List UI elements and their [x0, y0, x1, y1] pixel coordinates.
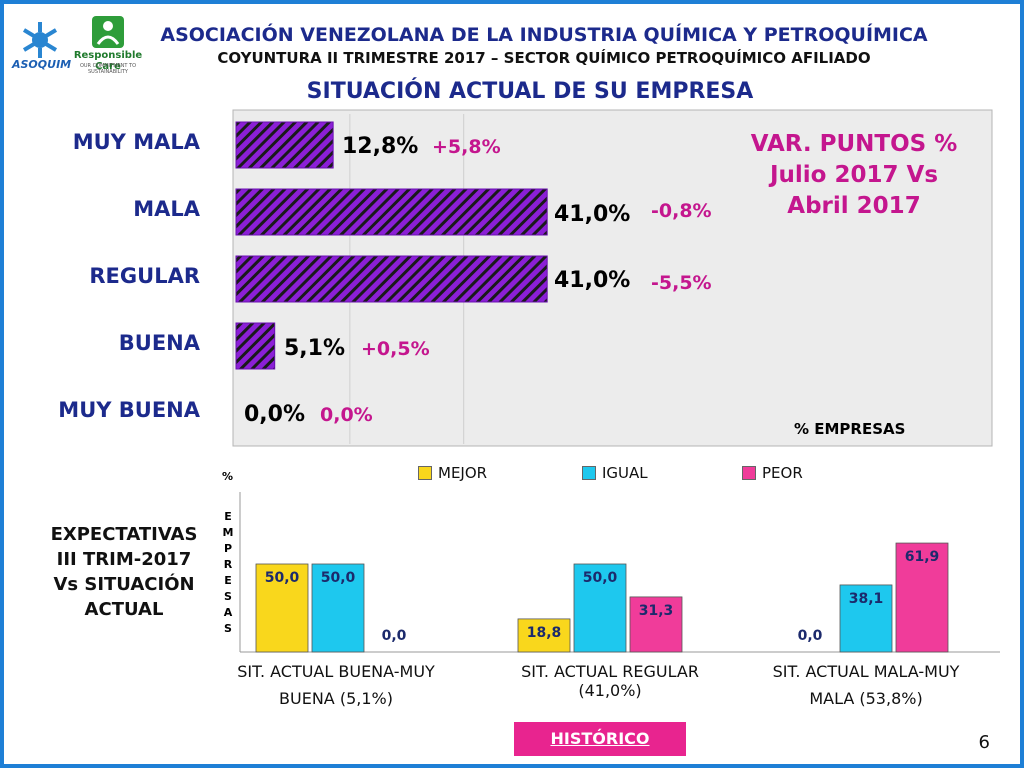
legend-label-peor: PEOR [762, 464, 803, 482]
legend-swatch-peor [742, 466, 756, 480]
variation-label-buena: +0,5% [361, 338, 430, 360]
group-label-mala: SIT. ACTUAL MALA-MUY MALA (53,8%) [746, 662, 986, 708]
bar-igual-group-1 [311, 563, 365, 653]
legend-swatch-mejor [418, 466, 432, 480]
legend-mejor: MEJOR [418, 464, 487, 482]
bar-peor-group-2 [629, 596, 683, 653]
data-label-igual-group-1: 50,0 [321, 570, 356, 586]
group-label-regular-line2: (41,0%) [578, 681, 642, 700]
bar-igual-group-2 [573, 563, 627, 653]
value-label-muy-buena: 0,0% [244, 402, 306, 427]
header-title: SITUACIÓN ACTUAL DE SU EMPRESA [306, 79, 754, 104]
variation-label-muy-buena: 0,0% [320, 404, 373, 426]
y-axis-empresas: EMPRESAS [222, 510, 234, 635]
header-organization: ASOCIACIÓN VENEZOLANA DE LA INDUSTRIA QU… [160, 24, 928, 46]
header-subtitle: COYUNTURA II TRIMESTRE 2017 – SECTOR QUÍ… [217, 49, 871, 67]
group-label-mala-line1: SIT. ACTUAL MALA-MUY [772, 662, 960, 681]
bar-mejor-group-2 [517, 618, 571, 653]
bar-mejor-group-1 [255, 563, 309, 653]
legend-label-mejor: MEJOR [438, 464, 488, 482]
value-label-muy-mala: 12,8% [342, 134, 419, 159]
legend-swatch-igual [582, 466, 596, 480]
variation-label-mala: -0,8% [651, 200, 712, 222]
expectativas-line2: III TRIM-2017 [56, 549, 192, 570]
responsible-care-icon [92, 16, 124, 48]
group-label-regular-line1: SIT. ACTUAL REGULAR [521, 662, 699, 681]
variation-note-line2: Julio 2017 Vs [769, 162, 939, 188]
asoquim-wordmark: ASOQUIM [12, 58, 72, 71]
bar-buena [235, 322, 276, 370]
expectativas-label: EXPECTATIVAS III TRIM-2017 Vs SITUACIÓN … [34, 522, 214, 622]
bar-igual-group-3 [839, 584, 893, 653]
responsible-care-tagline: OUR COMMITMENT TO SUSTAINABILITY [79, 63, 137, 75]
variation-note-line3: Abril 2017 [787, 193, 921, 219]
group-label-buena: SIT. ACTUAL BUENA-MUY BUENA (5,1%) [216, 662, 456, 708]
asoquim-logo: ASOQUIM [12, 20, 72, 76]
data-label-mejor-group-3: 0,0 [798, 628, 823, 644]
historico-button[interactable]: HISTÓRICO [514, 722, 686, 756]
category-label-muy-mala: MUY MALA [72, 130, 200, 154]
variation-note-line1: VAR. PUNTOS % [750, 131, 958, 157]
category-label-regular: REGULAR [89, 264, 200, 288]
variation-label-muy-mala: +5,8% [432, 136, 501, 158]
bar-muy-mala [235, 121, 334, 169]
legend-peor: PEOR [742, 464, 803, 482]
empresas-label: % EMPRESAS [794, 420, 906, 438]
data-label-mejor-group-2: 18,8 [527, 625, 562, 641]
group-label-regular: SIT. ACTUAL REGULAR (41,0%) [490, 662, 730, 700]
legend-label-igual: IGUAL [602, 464, 648, 482]
variation-label-regular: -5,5% [651, 272, 712, 294]
value-label-regular: 41,0% [554, 268, 631, 293]
group-label-buena-line1: SIT. ACTUAL BUENA-MUY [237, 662, 435, 681]
data-label-igual-group-3: 38,1 [849, 591, 884, 607]
bar-mala [235, 188, 548, 236]
bar-regular [235, 255, 548, 303]
bar-peor-group-3 [895, 542, 949, 653]
situacion-actual-chart [232, 109, 993, 447]
expectativas-line3: Vs SITUACIÓN [53, 574, 195, 595]
expectativas-line1: EXPECTATIVAS [50, 524, 198, 545]
data-label-mejor-group-1: 50,0 [265, 570, 300, 586]
group-label-mala-line2: MALA (53,8%) [809, 689, 923, 708]
category-label-mala: MALA [133, 197, 200, 221]
expectativas-chart: 50,0 50,0 0,0 18,8 50,0 31,3 0,0 38,1 61,9 [239, 492, 1000, 653]
group-label-buena-line2: BUENA (5,1%) [279, 689, 393, 708]
value-label-mala: 41,0% [554, 202, 631, 227]
data-label-peor-group-1: 0,0 [382, 628, 407, 644]
y-axis-percent: % [222, 470, 234, 483]
category-label-muy-buena: MUY BUENA [58, 398, 200, 422]
page-number: 6 [978, 732, 990, 753]
responsible-care-name: Responsible Care [73, 50, 143, 72]
asoquim-logo-icon [22, 22, 58, 58]
variation-note: VAR. PUNTOS % Julio 2017 Vs Abril 2017 [744, 129, 964, 222]
legend-igual: IGUAL [582, 464, 648, 482]
data-label-peor-group-3: 61,9 [905, 549, 940, 565]
data-label-igual-group-2: 50,0 [583, 570, 618, 586]
expectativas-line4: ACTUAL [84, 599, 164, 620]
data-label-peor-group-2: 31,3 [639, 603, 674, 619]
value-label-buena: 5,1% [284, 336, 346, 361]
category-label-buena: BUENA [118, 331, 200, 355]
responsible-care-logo: Responsible Care OUR COMMITMENT TO SUSTA… [70, 14, 146, 75]
